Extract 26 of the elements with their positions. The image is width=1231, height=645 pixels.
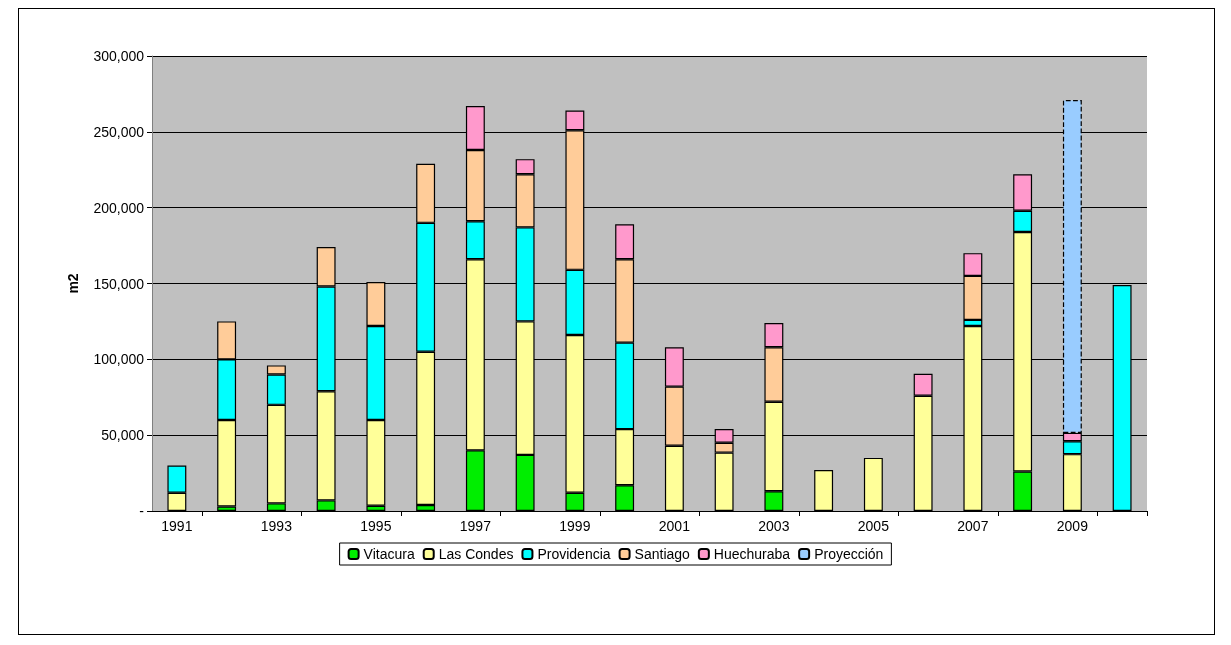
legend-label: Vitacura: [363, 546, 415, 562]
y-tick-label: -: [139, 503, 145, 519]
y-tick-label: 50,000: [101, 427, 145, 444]
legend-label: Las Condes: [438, 546, 514, 562]
x-tick-label: 2009: [1056, 518, 1089, 534]
x-tick-label: 2001: [658, 518, 691, 534]
legend-label: Proyección: [814, 546, 884, 562]
x-tick-label: 1991: [161, 518, 193, 534]
legend-label: Huechuraba: [713, 546, 791, 562]
y-tick-label: 200,000: [93, 199, 145, 216]
legend-label: Providencia: [537, 546, 611, 562]
x-tick-label: 2003: [758, 518, 790, 534]
x-tick-label: 1997: [459, 518, 492, 534]
x-tick-label: 2005: [857, 518, 890, 534]
legend-label: Santiago: [634, 546, 691, 562]
x-tick-label: 1993: [260, 518, 293, 534]
x-tick-label: 2007: [957, 518, 989, 534]
bar: [863, 457, 883, 511]
y-tick-label: 100,000: [93, 351, 145, 368]
y-tick-label: 300,000: [93, 48, 145, 64]
bar: [814, 470, 834, 511]
y-tick-label: 250,000: [93, 123, 145, 140]
x-tick-label: 1999: [559, 518, 591, 534]
x-tick-label: 1995: [360, 518, 392, 534]
y-axis-title: m2: [65, 273, 81, 294]
y-tick-label: 150,000: [93, 275, 145, 292]
